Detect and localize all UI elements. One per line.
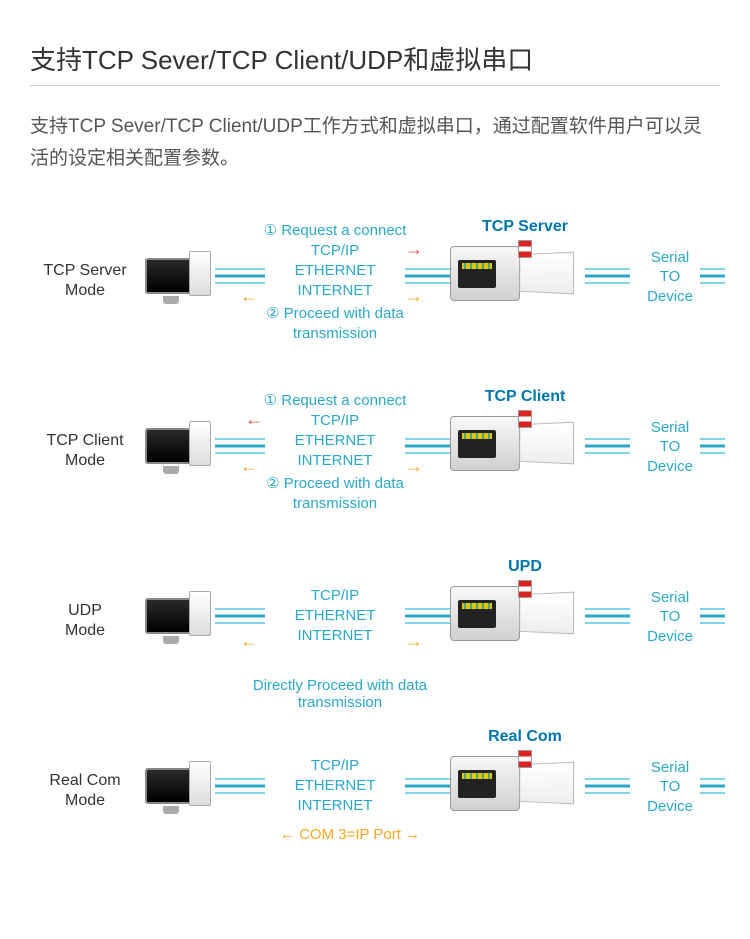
serial-label: SerialTODevice: [630, 758, 710, 817]
device-title: TCP Server: [450, 218, 600, 236]
arrow-left-icon: ←: [240, 631, 258, 652]
computer-icon: [145, 246, 215, 306]
arrow-left-icon: ←: [245, 409, 263, 430]
modes-container: TCP ServerMode ① Request a connectTCP/IP…: [30, 206, 720, 886]
page-description: 支持TCP Sever/TCP Client/UDP工作方式和虚拟串口，通过配置…: [30, 111, 720, 176]
arrow-right-icon: →: [405, 286, 423, 307]
protocol-stack-text: TCP/IPETHERNETINTERNET: [225, 756, 445, 817]
computer-icon: [145, 756, 215, 816]
device-title: TCP Client: [450, 388, 600, 406]
mode-row: Real ComMode TCP/IPETHERNETINTERNET Real…: [30, 716, 720, 886]
mode-row: UDPMode TCP/IPETHERNETINTERNET ← →UPD Se…: [30, 546, 720, 716]
mode-footer-text: Directly Proceed with data transmission: [210, 677, 470, 711]
arrow-left-icon: ←: [240, 456, 258, 477]
title-underline: [30, 85, 720, 86]
mode-row: TCP ClientMode ① Request a connectTCP/IP…: [30, 376, 720, 546]
mode-label: TCP ClientMode: [30, 431, 140, 473]
device-title: Real Com: [450, 728, 600, 746]
mode-label: Real ComMode: [30, 771, 140, 813]
computer-icon: [145, 586, 215, 646]
page-title: 支持TCP Sever/TCP Client/UDP和虚拟串口: [30, 40, 720, 77]
connection-lines: [585, 261, 630, 291]
mode-row: TCP ServerMode ① Request a connectTCP/IP…: [30, 206, 720, 376]
connection-lines: [585, 771, 630, 801]
mode-label: TCP ServerMode: [30, 261, 140, 303]
serial-label: SerialTODevice: [630, 418, 710, 477]
connection-lines: [585, 601, 630, 631]
ethernet-device-icon: [450, 408, 580, 480]
ethernet-device-icon: [450, 238, 580, 310]
arrow-left-icon: ←: [240, 286, 258, 307]
connection-lines: [585, 431, 630, 461]
com-port-text: ← COM 3=IP Port →: [235, 826, 465, 843]
arrow-right-icon: →: [405, 239, 423, 260]
arrow-right-icon: →: [405, 631, 423, 652]
serial-label: SerialTODevice: [630, 248, 710, 307]
serial-label: SerialTODevice: [630, 588, 710, 647]
arrow-right-icon: →: [405, 456, 423, 477]
computer-icon: [145, 416, 215, 476]
mode-label: UDPMode: [30, 601, 140, 643]
ethernet-device-icon: [450, 578, 580, 650]
device-title: UPD: [450, 558, 600, 576]
ethernet-device-icon: [450, 748, 580, 820]
